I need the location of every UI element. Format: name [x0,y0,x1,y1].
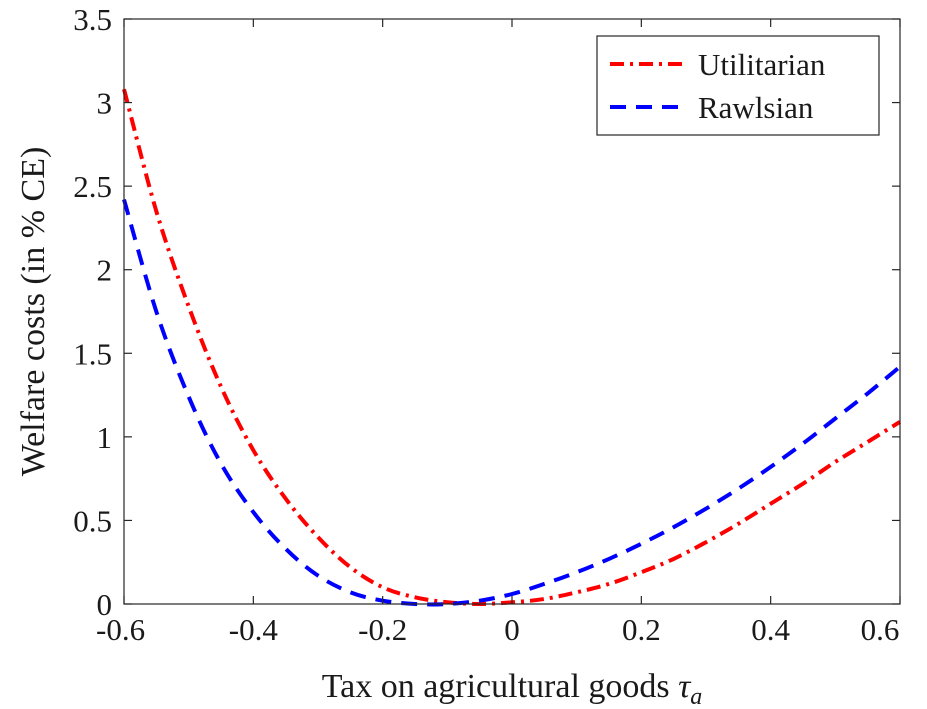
legend-label-rawlsian: Rawlsian [698,90,814,125]
series-layer [122,88,902,607]
y-tick-label: 2.5 [73,169,112,204]
x-tick-label: 0.4 [751,612,790,647]
y-tick-label: 3.5 [73,2,112,37]
y-tick-label: 0.5 [73,503,112,538]
x-tick-label: -0.4 [229,612,279,647]
x-tick-label: 0.6 [861,612,900,647]
tick-layer: -0.6 -0.4 -0.2 0 0.2 0.4 0.6 0 0.5 1 1.5 2 2.5 3 3.5 [73,2,901,647]
y-axis-label: Welfare costs (in % CE) [15,147,52,477]
y-tick-label: 1 [97,420,113,455]
y-tick-label: 0 [97,587,113,622]
y-tick-label: 3 [97,86,113,121]
x-tick-label: 0 [504,612,520,647]
y-tick-label: 1.5 [73,336,112,371]
x-tick-label: -0.6 [96,612,145,647]
legend-box [596,35,880,136]
legend: Utilitarian Rawlsian [596,35,880,136]
legend-label-utilitarian: Utilitarian [698,47,826,82]
x-tick-label: -0.2 [358,612,407,647]
y-tick-label: 2 [97,253,113,288]
x-axis-label: Tax on agricultural goods τa [322,668,703,709]
x-tick-label: 0.2 [622,612,661,647]
series-line-utilitarian [122,88,902,607]
series-line-rawlsian [122,198,902,607]
